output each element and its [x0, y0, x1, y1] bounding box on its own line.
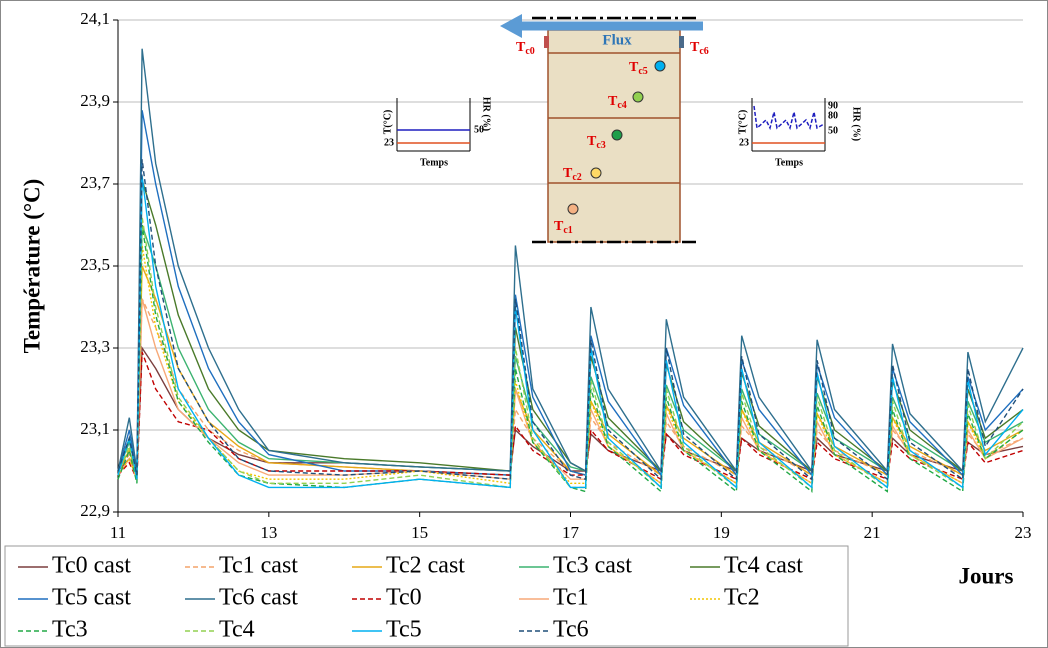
sensor-label: Tc0 [516, 40, 535, 57]
sensor-sub: c5 [638, 66, 647, 77]
inset-hr-axis: HR (%) [481, 97, 492, 131]
legend [4, 545, 849, 647]
sensor-label: Tc2 [563, 166, 582, 183]
legend-label: Tc0 [386, 585, 422, 611]
sensor-dot [654, 60, 666, 72]
y-axis-label: Température (°C) [19, 179, 44, 354]
y-tick-label: 23,7 [80, 173, 110, 192]
legend-label: Tc5 cast [52, 585, 131, 611]
x-tick-label: 11 [110, 523, 126, 542]
inset-right: T(°C) HR (%) 90 80 50 23 Temps [737, 98, 862, 168]
hr-cycle [753, 105, 825, 131]
inset-t: 23 [739, 137, 749, 148]
sensor-label: Tc6 [690, 40, 709, 57]
x-tick-label: 17 [562, 523, 580, 542]
sensor-label: Tc3 [587, 134, 606, 151]
sensor-label: Tc4 [608, 94, 627, 111]
sensor-main: T [629, 60, 639, 75]
y-tick-label: 23,1 [80, 419, 110, 438]
legend-label: Tc4 cast [724, 553, 803, 579]
legend-label: Tc6 [553, 617, 589, 643]
inset-hr: 50 [828, 125, 838, 136]
sensor-main: T [587, 134, 597, 149]
sensor-dot [590, 167, 602, 179]
inset-time: Temps [775, 157, 803, 168]
series-line [117, 216, 1024, 489]
sensor-label: Tc5 [629, 60, 648, 77]
legend-label: Tc4 [219, 617, 255, 643]
x-tick-label: 19 [713, 523, 730, 542]
y-tick-label: 23,3 [80, 337, 110, 356]
sensor-box [544, 36, 549, 48]
sensor-sub: c2 [572, 172, 581, 183]
legend-label: Tc1 [553, 585, 589, 611]
flux-label: Flux [602, 32, 632, 48]
sensor-main: T [554, 219, 564, 234]
plot-area: 22,9 23,1 23,3 23,5 23,7 23,9 24,1 11 13 15 17 19 21… [80, 9, 1031, 542]
legend-label: Tc2 cast [386, 553, 465, 579]
sensor-dot [567, 203, 579, 215]
series-line [117, 245, 1024, 485]
legend-label: Tc3 [52, 617, 88, 643]
inset-t: 23 [384, 137, 394, 148]
inset-t-axis: T(°C) [737, 110, 748, 135]
sensor-main: T [563, 166, 573, 181]
sensor-main: T [690, 40, 700, 55]
inset-time: Temps [420, 157, 448, 168]
legend-label: Tc5 [386, 617, 422, 643]
flux-arrow-head [500, 14, 522, 38]
inset-hr-axis: HR (%) [851, 107, 862, 141]
sensor-dot [611, 129, 623, 141]
sensor-sub: c4 [617, 100, 626, 111]
legend-label: Tc0 cast [52, 553, 131, 579]
inset-hr: 50 [474, 124, 484, 135]
sensor-dot [632, 91, 644, 103]
inset-left: T(°C) HR (%) 50 23 Temps [382, 97, 491, 168]
legend-label: Tc1 cast [219, 553, 298, 579]
sensor-sub: c3 [596, 140, 605, 151]
x-tick-label: 13 [260, 523, 277, 542]
y-tick-label: 24,1 [80, 9, 110, 28]
legend-label: Tc2 [724, 585, 760, 611]
inset-wall: Flux Tc0 Tc1 Tc2 Tc3 Tc4 Tc5 Tc6 [500, 14, 709, 244]
x-tick-label: 21 [864, 523, 881, 542]
sensor-main: T [608, 94, 618, 109]
sensor-box [679, 36, 684, 48]
sensor-sub: c6 [699, 46, 708, 57]
inset-hr-high: 90 [828, 100, 838, 111]
inset-t-axis: T(°C) [382, 110, 393, 135]
y-tick-label: 22,9 [80, 501, 110, 520]
x-axis-label: Jours [959, 563, 1014, 588]
sensor-main: T [516, 40, 526, 55]
series-line [117, 159, 1024, 481]
x-tick-label: 23 [1015, 523, 1032, 542]
sensor-label: Tc1 [554, 219, 573, 236]
y-tick-label: 23,5 [80, 255, 110, 274]
sensor-sub: c0 [525, 46, 534, 57]
x-tick-label: 15 [411, 523, 428, 542]
y-tick-label: 23,9 [80, 91, 110, 110]
inset-hr-mid: 80 [828, 110, 838, 121]
legend-label: Tc3 cast [553, 553, 632, 579]
legend-label: Tc6 cast [219, 585, 298, 611]
sensor-sub: c1 [563, 225, 572, 236]
